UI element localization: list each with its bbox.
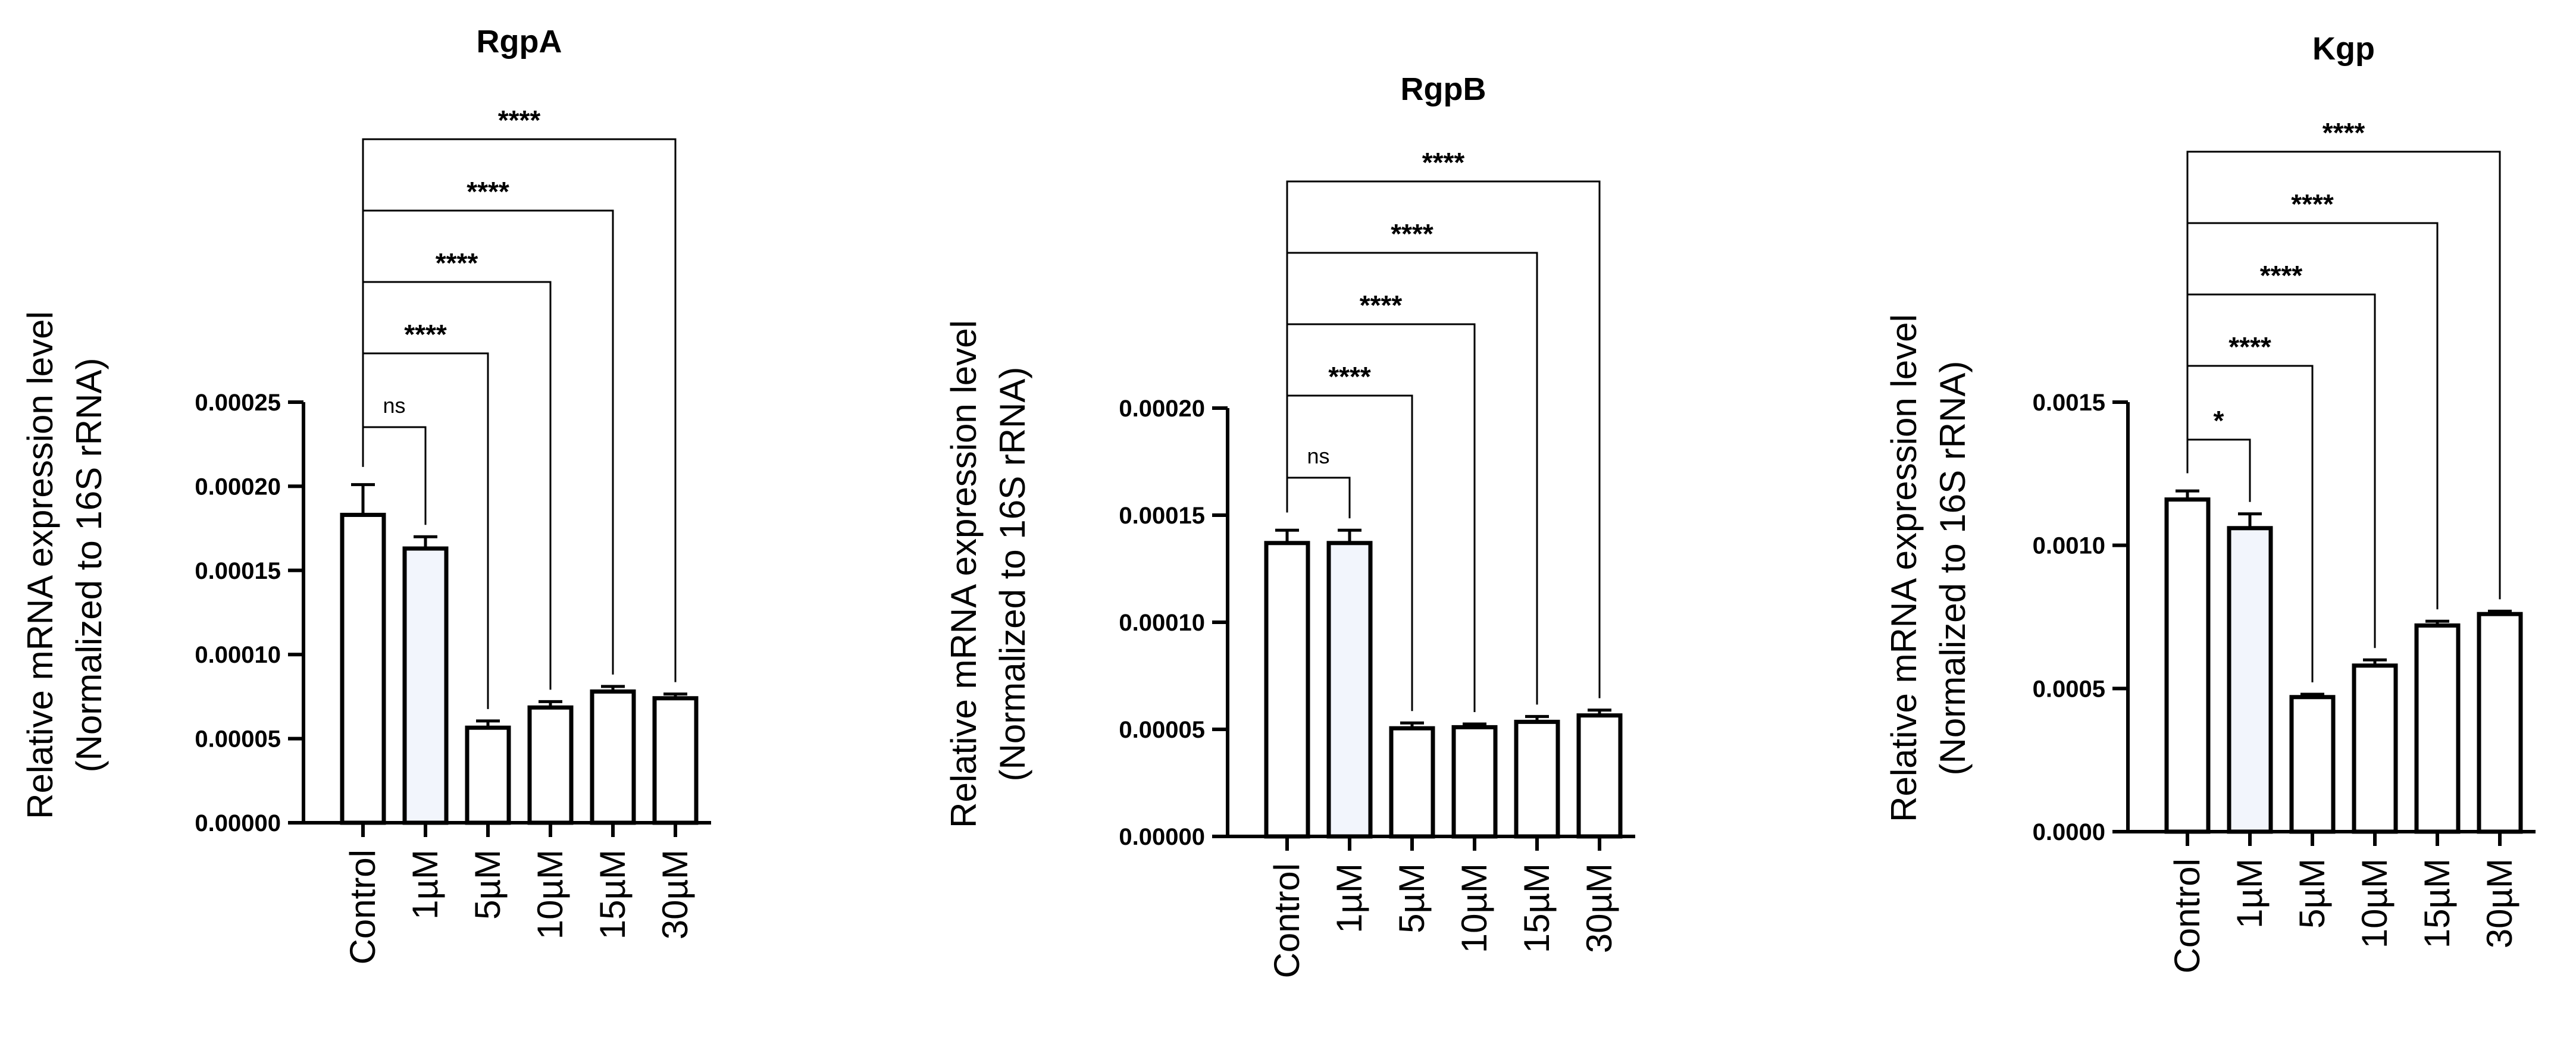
significance-label: **** xyxy=(2323,117,2365,148)
chart-panel-rgpb: RgpB Relative mRNA expression level (Norma… xyxy=(944,71,1635,978)
y-tick-label: 0.00000 xyxy=(195,810,281,836)
bar-1 xyxy=(2227,526,2273,834)
significance-label: * xyxy=(2214,405,2224,436)
significance-label: **** xyxy=(2228,331,2271,362)
significance-label: **** xyxy=(436,247,478,278)
chart-title: RgpA xyxy=(477,24,562,59)
significance-bracket xyxy=(2186,151,2501,600)
chart-panel-rgpa: RgpA Relative mRNA expression level (Norma… xyxy=(20,24,711,964)
y-axis-label-line-1: Relative mRNA expression level xyxy=(20,311,60,819)
x-tick-label: 10µM xyxy=(530,850,570,939)
bar-2 xyxy=(465,725,511,825)
x-tick-label: 5µM xyxy=(1392,863,1432,933)
chart-panel-kgp: Kgp Relative mRNA expression level (Normal… xyxy=(1884,31,2536,973)
bar-3 xyxy=(2352,663,2398,834)
significance-bracket xyxy=(362,426,427,525)
y-axis-label-line-2: (Normalized to 16S rRNA) xyxy=(993,367,1032,782)
bar-5 xyxy=(1576,713,1623,839)
bar-4 xyxy=(1514,719,1560,839)
x-tick-label: 10µM xyxy=(1454,863,1494,953)
x-tick-label: 30µM xyxy=(655,850,695,939)
y-tick-label: 0.0010 xyxy=(2033,533,2105,559)
bar-3 xyxy=(1451,725,1498,839)
significance-label: **** xyxy=(1422,147,1465,178)
y-tick-label: 0.0000 xyxy=(2033,819,2105,845)
x-tick-label: 15µM xyxy=(2417,858,2457,948)
significance-label: **** xyxy=(1328,361,1371,392)
y-tick-label: 0.00020 xyxy=(1119,396,1205,422)
x-tick-label: 1µM xyxy=(405,850,445,920)
y-axis-label-line-1: Relative mRNA expression level xyxy=(1884,314,1924,822)
chart-title: Kgp xyxy=(2312,31,2375,67)
y-tick-label: 0.00010 xyxy=(195,642,281,668)
x-tick-label: 5µM xyxy=(2292,858,2332,929)
significance-bracket xyxy=(1286,323,1476,712)
significance-label: **** xyxy=(2291,189,2334,220)
bar-4 xyxy=(2414,623,2461,834)
y-axis-label-line-2: (Normalized to 16S rRNA) xyxy=(1933,361,1973,776)
x-tick-label: 1µM xyxy=(2230,858,2270,929)
y-tick-label: 0.00020 xyxy=(195,474,281,500)
significance-label: **** xyxy=(1391,218,1433,249)
bar-1 xyxy=(402,546,449,825)
bar-1 xyxy=(1326,541,1373,839)
bar-4 xyxy=(590,689,636,825)
x-tick-label: 30µM xyxy=(2480,858,2519,948)
significance-label: ns xyxy=(1307,444,1329,468)
bar-3 xyxy=(527,705,574,825)
significance-bracket xyxy=(362,138,677,682)
significance-bracket xyxy=(1286,180,1601,698)
bar-5 xyxy=(2477,612,2523,834)
bar-2 xyxy=(2289,695,2336,834)
x-tick-label: 5µM xyxy=(468,850,508,920)
significance-label: **** xyxy=(498,105,541,136)
bar-2 xyxy=(1389,726,1435,839)
x-tick-label: 10µM xyxy=(2355,858,2395,948)
y-tick-label: 0.0015 xyxy=(2033,390,2105,416)
y-tick-label: 0.00010 xyxy=(1119,610,1205,636)
x-tick-label: Control xyxy=(343,850,383,964)
x-tick-label: 1µM xyxy=(1329,863,1369,933)
y-tick-label: 0.00000 xyxy=(1119,824,1205,850)
y-tick-label: 0.0005 xyxy=(2033,676,2105,702)
significance-bracket xyxy=(1286,477,1351,519)
significance-label: **** xyxy=(467,176,509,207)
significance-label: ns xyxy=(383,393,405,418)
x-tick-label: 15µM xyxy=(1517,863,1557,953)
bar-0 xyxy=(2164,497,2211,834)
bar-5 xyxy=(652,696,699,825)
y-axis-label-line-1: Relative mRNA expression level xyxy=(944,320,984,828)
bar-0 xyxy=(1264,541,1310,839)
x-tick-label: Control xyxy=(2167,858,2207,973)
significance-label: **** xyxy=(404,319,447,350)
x-tick-label: 30µM xyxy=(1579,863,1619,953)
significance-label: **** xyxy=(1360,290,1403,321)
bar-0 xyxy=(340,512,386,825)
significance-bracket xyxy=(362,281,552,690)
chart-title: RgpB xyxy=(1401,71,1486,107)
significance-bracket xyxy=(2186,438,2251,502)
y-tick-label: 0.00015 xyxy=(1119,503,1205,529)
y-tick-label: 0.00025 xyxy=(195,390,281,416)
x-tick-label: 15µM xyxy=(593,850,633,939)
y-axis-label-line-2: (Normalized to 16S rRNA) xyxy=(69,358,109,773)
y-tick-label: 0.00005 xyxy=(195,726,281,753)
y-tick-label: 0.00015 xyxy=(195,558,281,584)
x-tick-label: Control xyxy=(1267,863,1307,978)
significance-bracket xyxy=(2186,293,2376,648)
significance-label: **** xyxy=(2260,260,2303,291)
y-tick-label: 0.00005 xyxy=(1119,717,1205,743)
